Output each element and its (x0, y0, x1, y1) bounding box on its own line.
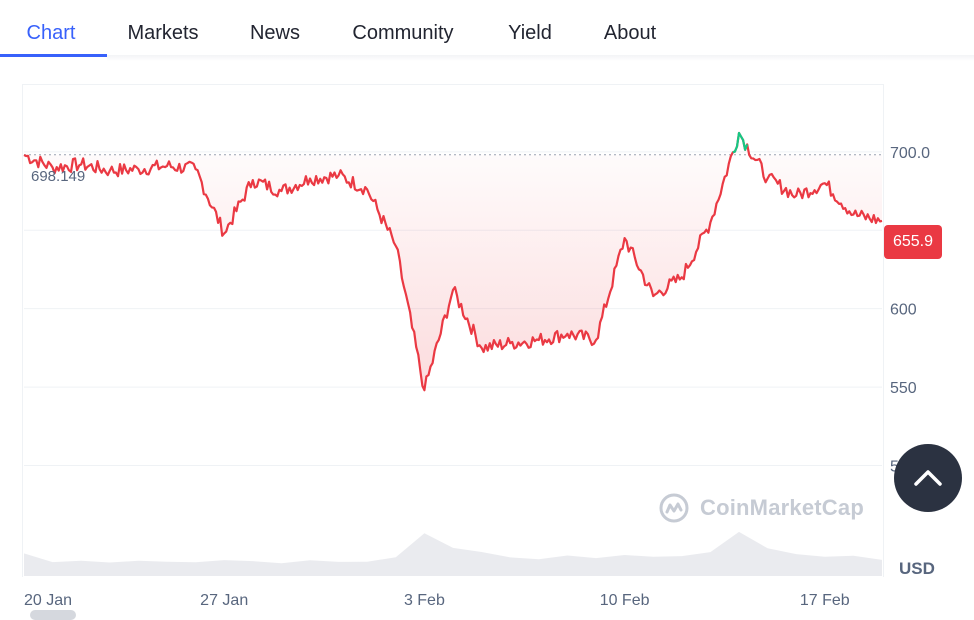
tab-markets[interactable]: Markets (127, 22, 199, 44)
x-tick-label: 27 Jan (200, 592, 248, 609)
coinmarketcap-watermark: CoinMarketCap (658, 488, 864, 528)
y-tick-label: 700.0 (890, 145, 930, 162)
y-tick-label: 550 (890, 380, 917, 397)
volume-area (24, 531, 882, 576)
active-tab-indicator (0, 54, 107, 57)
scroll-to-top-button[interactable] (894, 444, 962, 512)
x-tick-label: 20 Jan (24, 592, 72, 609)
tab-bar: Chart Markets News Community Yield About (0, 0, 974, 61)
tab-news[interactable]: News (249, 22, 300, 44)
watermark-text: CoinMarketCap (700, 495, 864, 520)
tab-community[interactable]: Community (352, 22, 454, 44)
open-price-label: 698.149 (31, 168, 85, 185)
y-axis: 700.0650.0600550500 (890, 145, 930, 476)
scroll-indicator (30, 610, 76, 620)
current-price-badge: 655.9 (884, 225, 942, 259)
coinmarketcap-logo-icon (659, 493, 689, 523)
x-tick-label: 10 Feb (600, 592, 650, 609)
tab-yield[interactable]: Yield (508, 22, 552, 44)
tab-chart[interactable]: Chart (26, 22, 76, 44)
chart-frame (22, 84, 884, 577)
tab-about[interactable]: About (603, 22, 657, 44)
price-line-up (732, 131, 749, 154)
x-tick-label: 17 Feb (800, 592, 850, 609)
x-tick-label: 3 Feb (404, 592, 445, 609)
tab-bar-shadow (107, 55, 974, 61)
price-fill-area (24, 154, 882, 391)
currency-label: USD (899, 559, 935, 578)
x-axis: 20 Jan 27 Jan 3 Feb 10 Feb 17 Feb (24, 592, 850, 609)
y-tick-label: 600 (890, 302, 917, 319)
chevron-up-icon (914, 470, 942, 486)
